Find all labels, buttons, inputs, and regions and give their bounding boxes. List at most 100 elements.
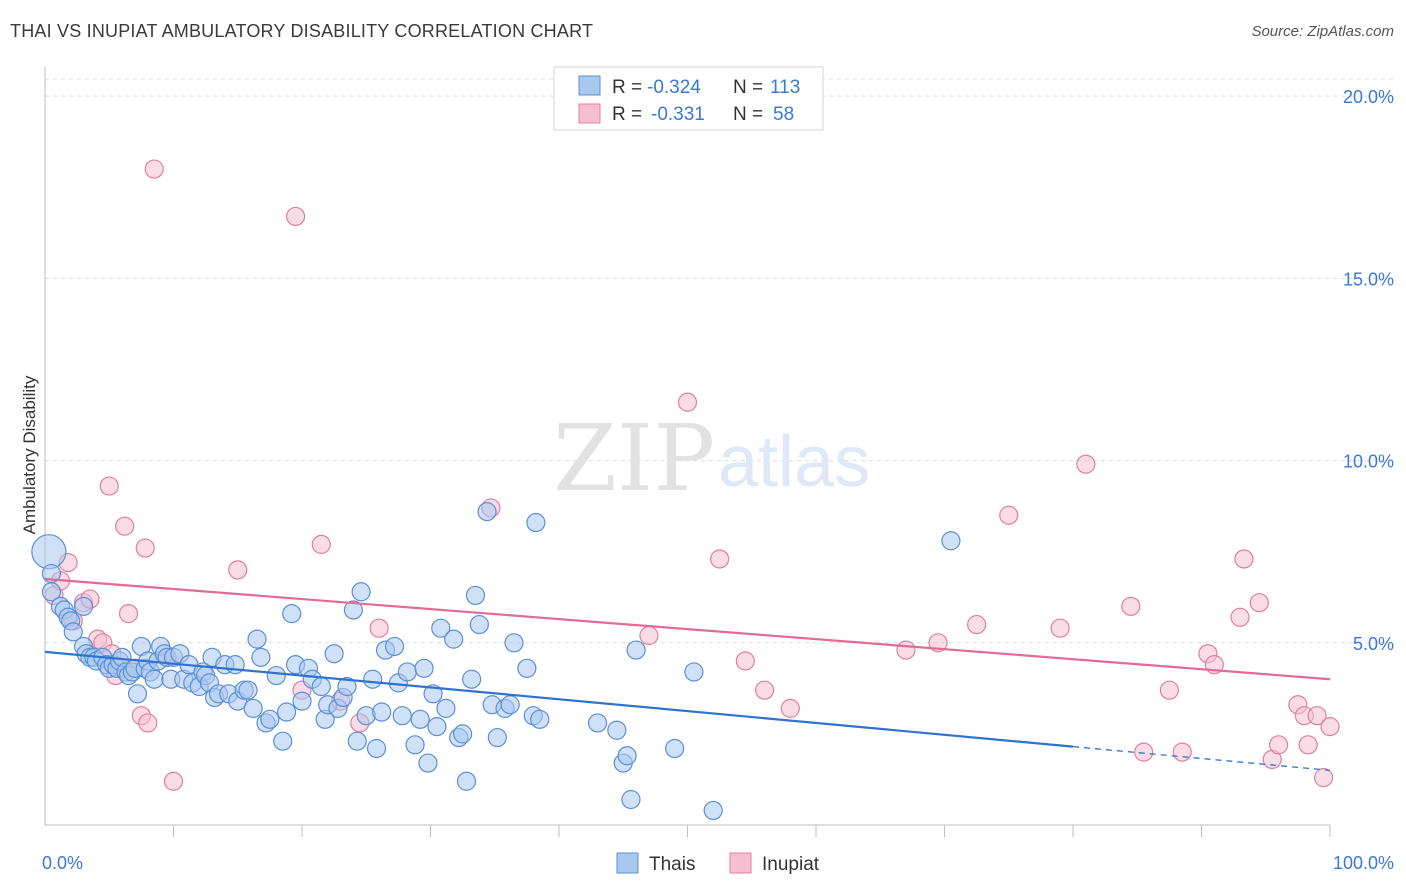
y-tick-label: 15.0% — [1343, 269, 1394, 289]
thai-point — [324, 644, 344, 664]
thai-point — [266, 665, 286, 686]
y-axis-label: Ambulatory Disability — [20, 375, 39, 534]
thai-point — [292, 691, 312, 711]
inupiat-point — [118, 604, 139, 624]
thai-point — [144, 669, 164, 689]
thai-point — [282, 604, 302, 624]
legend-n-label-inupiat: N = — [733, 104, 763, 125]
bottom-legend-label-thais: Thais — [649, 854, 695, 875]
inupiat-point — [639, 625, 659, 646]
inupiat-point — [735, 651, 755, 671]
inupiat-trend-line — [44, 577, 1331, 681]
thai-point — [427, 717, 447, 737]
inupiat-point — [1313, 768, 1334, 788]
inupiat-point — [369, 618, 389, 638]
legend-r-label-thais: R = — [612, 77, 642, 98]
axes — [44, 67, 1331, 837]
legend-swatch-inupiat — [578, 103, 601, 124]
inupiat-point — [896, 640, 916, 660]
thai-point — [260, 709, 280, 729]
thai-point — [617, 746, 637, 766]
thai-point — [456, 771, 477, 791]
thai-point — [607, 720, 627, 740]
x-tick-label-max: 100.0% — [1333, 853, 1394, 873]
y-tick-label: 5.0% — [1353, 634, 1394, 654]
inupiat-point — [1320, 717, 1340, 737]
thai-point — [392, 706, 412, 726]
chart-title: THAI VS INUPIAT AMBULATORY DISABILITY CO… — [10, 21, 594, 41]
watermark-atlas: atlas — [718, 422, 870, 502]
inupiat-point — [285, 206, 306, 227]
thai-point — [665, 738, 685, 759]
thai-point — [453, 724, 473, 744]
inupiat-point — [1249, 593, 1269, 613]
thai-point — [347, 731, 367, 751]
thai-point — [436, 698, 456, 718]
thai-point — [337, 676, 357, 697]
thai-trend-extension — [1072, 746, 1331, 771]
thai-point — [414, 658, 434, 678]
watermark: ZIP atlas — [553, 405, 870, 512]
thai-point — [621, 789, 641, 810]
thai-point — [517, 658, 537, 678]
inupiat-point — [1121, 596, 1141, 616]
x-tick-label-min: 0.0% — [42, 853, 83, 873]
legend-r-value-thais: -0.324 — [647, 77, 701, 98]
y-tick-label: 10.0% — [1343, 452, 1394, 472]
thai-point — [941, 531, 961, 551]
inupiat-point — [311, 534, 331, 554]
thai-point — [127, 684, 148, 704]
bottom-legend-label-inupiat: Inupiat — [762, 854, 820, 875]
inupiat-point — [710, 549, 730, 569]
thai-point — [73, 596, 94, 616]
thai-point — [384, 636, 405, 657]
thai-point — [462, 669, 482, 689]
inupiat-point — [967, 614, 987, 635]
bottom-legend-swatch-thais — [616, 852, 639, 874]
thai-points — [31, 501, 961, 821]
thai-point — [343, 600, 363, 620]
thai-point — [247, 629, 267, 649]
thai-point — [410, 709, 430, 729]
inupiat-point — [1172, 742, 1192, 762]
thai-point — [372, 702, 392, 722]
inupiat-point — [1234, 549, 1254, 569]
thai-point — [273, 731, 293, 751]
legend: R = -0.324 N = 113 R = -0.331 N = 58 — [553, 66, 824, 131]
thai-point — [366, 738, 387, 759]
thai-point — [351, 582, 371, 602]
thai-point — [251, 647, 271, 667]
inupiat-point — [780, 698, 800, 718]
inupiat-point — [1134, 742, 1154, 762]
thai-point — [703, 800, 723, 821]
thai-point — [465, 585, 486, 606]
thai-point — [41, 582, 62, 602]
thai-trend-line — [44, 650, 1074, 748]
thai-point — [684, 662, 704, 682]
thai-point — [363, 669, 383, 689]
thai-point — [243, 698, 263, 718]
watermark-zip: ZIP — [553, 405, 715, 512]
y-tick-labels: 5.0% 10.0% 15.0% 20.0% — [1343, 87, 1394, 654]
inupiat-point — [677, 392, 698, 412]
thai-point — [31, 534, 67, 570]
inupiat-point — [115, 516, 135, 536]
thai-point — [444, 629, 464, 649]
inupiat-point — [754, 680, 775, 700]
bottom-legend: Thais Inupiat — [616, 852, 820, 875]
thai-point — [311, 676, 331, 697]
inupiat-point — [135, 538, 155, 558]
thai-point — [469, 614, 489, 635]
thai-point — [626, 640, 646, 660]
legend-n-label-thais: N = — [733, 77, 763, 98]
inupiat-point — [1050, 618, 1070, 638]
legend-n-value-thais: 113 — [770, 77, 800, 98]
thai-point — [423, 684, 443, 704]
inupiat-point — [228, 560, 248, 580]
inupiat-point — [138, 713, 158, 733]
thai-point — [431, 618, 451, 638]
inupiat-point — [163, 771, 184, 791]
thai-point — [238, 680, 258, 700]
y-tick-label: 20.0% — [1343, 87, 1394, 107]
inupiat-point — [1298, 735, 1318, 755]
